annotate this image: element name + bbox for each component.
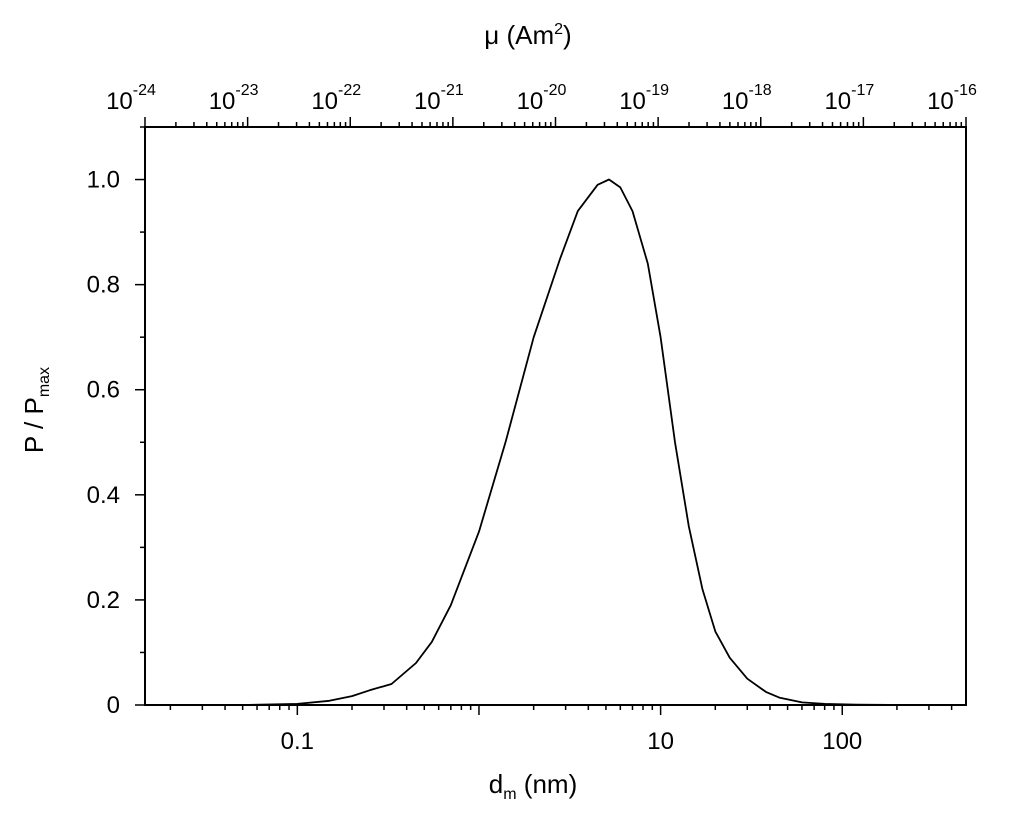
top-axis-ticks: 10-24 10-23 10-22 10-21 10-20 10-19 10-18 10-17… — [106, 82, 977, 127]
top-tick-label: 10-20 — [517, 82, 567, 115]
top-tick-label: 10-21 — [414, 82, 464, 115]
x-tick-label: 10 — [647, 728, 674, 755]
bottom-axis-ticks: 0.1 10 100 — [169, 705, 953, 755]
top-tick-label: 10-24 — [106, 82, 156, 115]
y-axis-title: P / Pmax — [19, 367, 53, 453]
x-axis-title: dm (nm) — [489, 769, 577, 803]
top-tick-label: 10-23 — [209, 82, 259, 115]
y-tick-label: 0.2 — [87, 587, 120, 614]
top-tick-label: 10-18 — [722, 82, 772, 115]
y-tick-label: 1.0 — [87, 167, 120, 194]
plot-frame — [144, 126, 967, 706]
top-axis-title: μ (Am2) — [484, 20, 571, 50]
left-axis-ticks: 0 0.2 0.4 0.6 0.8 1.0 — [87, 126, 145, 719]
y-tick-label: 0.6 — [87, 377, 120, 404]
top-tick-label: 10-17 — [824, 82, 874, 115]
top-tick-label: 10-16 — [927, 82, 977, 115]
x-tick-label: 0.1 — [281, 728, 314, 755]
y-tick-label: 0.4 — [87, 482, 120, 509]
y-tick-label: 0.8 — [87, 272, 120, 299]
x-tick-label: 100 — [822, 728, 862, 755]
y-tick-label: 0 — [107, 692, 120, 719]
top-tick-label: 10-22 — [311, 82, 361, 115]
series-layer — [145, 178, 966, 706]
top-tick-label: 10-19 — [619, 82, 669, 115]
series-line — [145, 178, 966, 706]
